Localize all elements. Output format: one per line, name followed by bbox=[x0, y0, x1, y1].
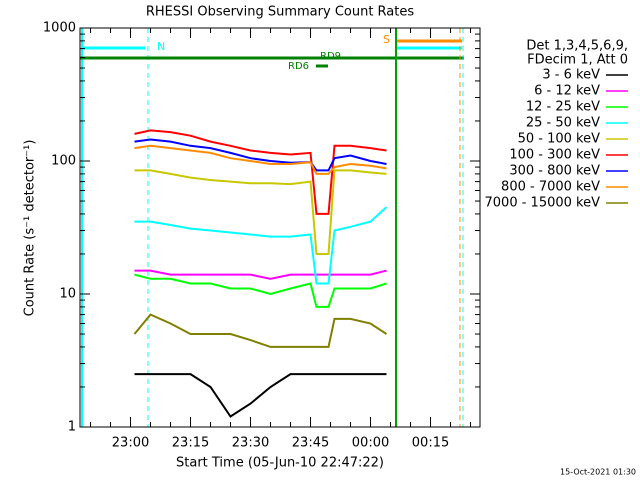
series-line bbox=[134, 273, 387, 308]
x-tick-label: 23:15 bbox=[172, 436, 209, 451]
legend-title: Det 1,3,4,5,6,9, bbox=[526, 39, 628, 54]
x-tick-label: 00:15 bbox=[412, 436, 449, 451]
x-axis-label: Start Time (05-Jun-10 22:47:22) bbox=[176, 456, 384, 471]
legend-label: 3 - 6 keV bbox=[542, 68, 600, 83]
legend-title: FDecim 1, Att 0 bbox=[527, 53, 628, 68]
x-tick-label: 23:45 bbox=[292, 436, 329, 451]
series-line bbox=[133, 313, 388, 348]
annotation: RD9 bbox=[320, 51, 341, 62]
plot-frame bbox=[79, 27, 481, 428]
legend-label: 12 - 25 keV bbox=[526, 100, 600, 115]
legend-label: 7000 - 15000 keV bbox=[485, 196, 601, 211]
annotation: S bbox=[383, 33, 390, 46]
chart-title: RHESSI Observing Summary Count Rates bbox=[146, 5, 415, 20]
x-tick-label: 23:00 bbox=[112, 436, 149, 451]
y-tick-label: 1 bbox=[68, 420, 76, 435]
x-tick-label: 00:00 bbox=[352, 436, 389, 451]
annotation: N bbox=[157, 40, 165, 53]
y-tick-label: 1000 bbox=[43, 21, 76, 36]
y-axis-label: Count Rate (s⁻¹ detector⁻¹) bbox=[23, 140, 38, 317]
series-line bbox=[134, 138, 387, 172]
legend-label: 6 - 12 keV bbox=[534, 84, 600, 99]
series-line bbox=[134, 129, 387, 215]
series-line bbox=[134, 144, 387, 175]
overlays: N S RD9 RD6 bbox=[80, 28, 464, 427]
y-tick-label: 100 bbox=[51, 154, 76, 169]
series-layer bbox=[133, 129, 388, 418]
legend-label: 800 - 7000 keV bbox=[501, 180, 600, 195]
footer: 15-Oct-2021 01:30 bbox=[560, 468, 636, 477]
x-tick-label: 23:30 bbox=[232, 436, 269, 451]
legend-label: 25 - 50 keV bbox=[526, 116, 600, 131]
series-line bbox=[134, 169, 387, 255]
series-line bbox=[134, 373, 387, 418]
legend-label: 50 - 100 keV bbox=[518, 132, 601, 147]
series-line bbox=[134, 269, 387, 280]
annotation: RD6 bbox=[288, 61, 309, 72]
legend-label: 300 - 800 keV bbox=[509, 164, 600, 179]
series-line bbox=[134, 206, 388, 285]
legend-label: 100 - 300 keV bbox=[509, 148, 600, 163]
y-tick-label: 10 bbox=[59, 287, 76, 302]
